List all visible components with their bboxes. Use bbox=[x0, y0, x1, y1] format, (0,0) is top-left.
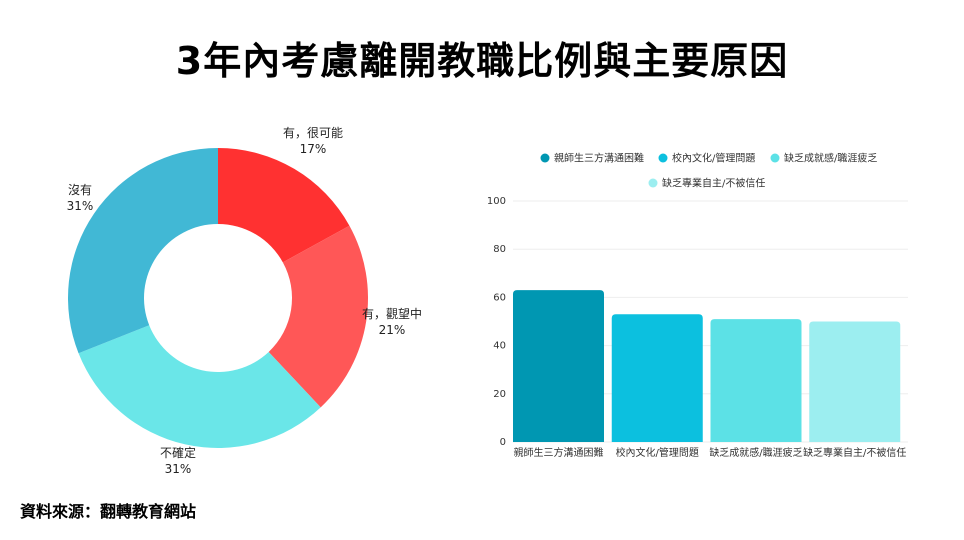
slice-value-label: 31% bbox=[67, 199, 94, 213]
legend-marker bbox=[658, 153, 668, 163]
legend-label: 缺乏專業自主/不被信任 bbox=[662, 177, 765, 190]
legend-marker bbox=[770, 153, 780, 163]
bar bbox=[611, 314, 703, 442]
source-note: 資料來源：翻轉教育網站 bbox=[20, 502, 197, 521]
legend-label: 校內文化/管理問題 bbox=[672, 152, 755, 165]
slice-label: 有，觀望中 bbox=[362, 306, 422, 321]
x-tick-label: 缺乏成就感/職涯疲乏 bbox=[709, 446, 802, 459]
x-tick-label: 校內文化/管理問題 bbox=[616, 446, 699, 459]
pie-slice bbox=[218, 148, 350, 263]
y-tick-label: 20 bbox=[493, 389, 506, 400]
y-tick-label: 0 bbox=[500, 437, 506, 448]
y-tick-label: 40 bbox=[493, 341, 506, 352]
x-tick-label: 缺乏專業自主/不被信任 bbox=[803, 446, 906, 459]
legend-marker bbox=[540, 153, 550, 163]
legend-label: 親師生三方溝通困難 bbox=[554, 152, 644, 165]
slice-label: 有，很可能 bbox=[283, 126, 343, 140]
bar bbox=[710, 319, 802, 442]
slice-value-label: 21% bbox=[379, 323, 406, 337]
slice-label: 沒有 bbox=[68, 183, 92, 197]
pie-slice bbox=[268, 225, 369, 408]
legend-marker bbox=[648, 178, 658, 188]
y-tick-label: 60 bbox=[493, 292, 506, 303]
slice-value-label: 17% bbox=[300, 142, 327, 156]
y-tick-label: 100 bbox=[487, 196, 506, 207]
x-tick-label: 親師生三方溝通困難 bbox=[514, 446, 604, 459]
bar bbox=[513, 290, 604, 442]
pie-slice bbox=[67, 148, 219, 354]
page-title: 3年內考慮離開教職比例與主要原因 bbox=[175, 39, 789, 83]
y-tick-label: 80 bbox=[493, 244, 506, 255]
legend-label: 缺乏成就感/職涯疲乏 bbox=[784, 152, 877, 165]
slice-label: 不確定 bbox=[160, 445, 196, 460]
slice-value-label: 31% bbox=[165, 462, 192, 476]
bar bbox=[809, 321, 901, 442]
pie-slice bbox=[78, 325, 321, 449]
